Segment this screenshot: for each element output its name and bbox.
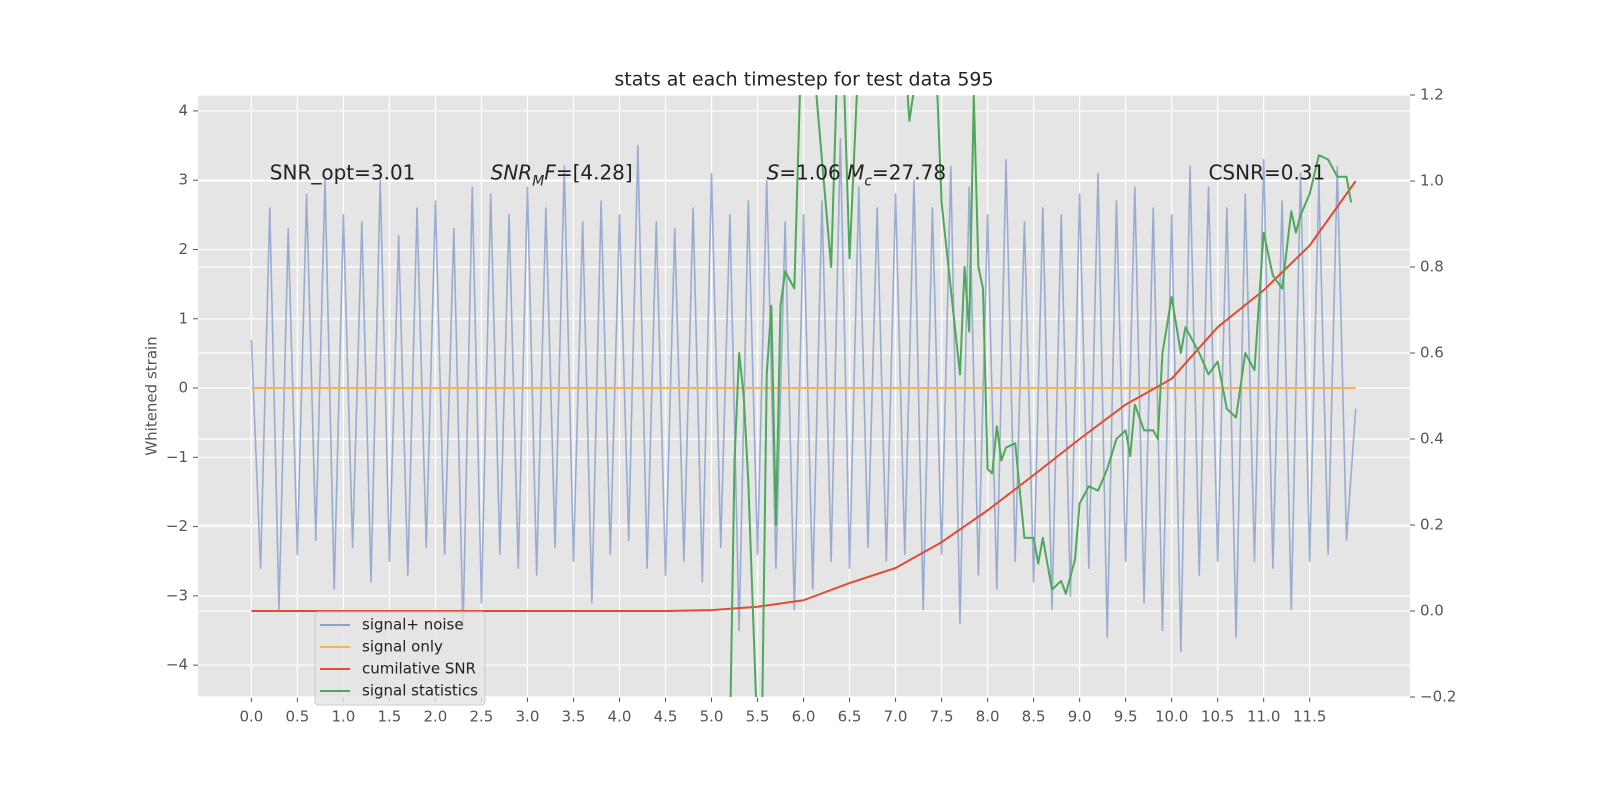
x-tick-label: 10.5	[1201, 708, 1234, 726]
y2-tick-label: 0.6	[1420, 344, 1444, 362]
annotation-part: S	[767, 160, 780, 184]
x-tick-label: 0.0	[239, 708, 263, 726]
x-tick-label: 7.5	[930, 708, 954, 726]
x-tick-label: 0.5	[285, 708, 309, 726]
y-tick-label: 3	[178, 171, 188, 189]
y-tick-label: 4	[178, 101, 188, 119]
x-tick-label: 6.5	[838, 708, 862, 726]
annotation-part: M	[847, 160, 864, 184]
x-tick-label: 1.0	[331, 708, 355, 726]
y-tick-label: −1	[166, 448, 188, 466]
y2-tick-label: 1.0	[1420, 172, 1444, 190]
series-line	[729, 95, 1353, 697]
y-tick-label: −2	[166, 517, 188, 535]
y2-tick-label: 0.2	[1420, 516, 1444, 534]
x-tick-label: 8.0	[976, 708, 1000, 726]
legend-label: signal only	[362, 638, 443, 656]
y2-tick-label: 1.2	[1420, 86, 1444, 104]
x-tick-label: 3.0	[516, 708, 540, 726]
x-tick-label: 3.5	[562, 708, 586, 726]
x-tick-label: 9.0	[1068, 708, 1092, 726]
x-tick-label: 11.0	[1247, 708, 1280, 726]
y-tick-label: 1	[178, 309, 188, 327]
y-tick-label: −3	[166, 586, 188, 604]
annotation-part: SNR	[491, 160, 533, 184]
x-tick-label: 5.0	[700, 708, 724, 726]
legend-label: signal statistics	[362, 682, 478, 700]
annotation-part: M	[532, 173, 544, 189]
x-tick-label: 7.0	[884, 708, 908, 726]
y2-tick-label: 0.0	[1420, 602, 1444, 620]
x-tick-label: 6.0	[792, 708, 816, 726]
legend-label: signal+ noise	[362, 616, 464, 634]
x-tick-label: 2.0	[424, 708, 448, 726]
annotation-part: SNR_opt=3.01	[270, 160, 416, 184]
annotation-part: c	[864, 173, 872, 189]
y-tick-label: 0	[178, 379, 188, 397]
x-tick-label: 10.0	[1155, 708, 1188, 726]
annotation: CSNR=0.31	[1208, 160, 1325, 184]
annotation-part: CSNR=0.31	[1208, 160, 1325, 184]
plot-lines	[250, 95, 1357, 697]
y-axis-label: Whitened strain	[143, 336, 161, 455]
annotation: SNRMF=[4.28]	[491, 160, 633, 190]
y2-tick-label: −0.2	[1420, 688, 1456, 706]
x-tick-label: 5.5	[746, 708, 770, 726]
x-tick-label: 1.5	[377, 708, 401, 726]
annotation: SNR_opt=3.01	[270, 160, 416, 184]
y-tick-label: −4	[166, 656, 188, 674]
x-tick-label: 2.5	[470, 708, 494, 726]
y2-tick-label: 0.8	[1420, 258, 1444, 276]
legend-label: cumilative SNR	[362, 660, 476, 678]
legend-box	[314, 611, 486, 706]
x-tick-label: 4.5	[654, 708, 678, 726]
chart-title: stats at each timestep for test data 595	[614, 69, 993, 91]
annotation-part: F	[544, 160, 556, 184]
x-tick-label: 8.5	[1022, 708, 1046, 726]
annotation-part: =27.78	[872, 160, 946, 184]
series-line	[251, 180, 1357, 612]
x-tick-label: 9.5	[1114, 708, 1138, 726]
annotation: S=1.06 Mc=27.78	[767, 160, 946, 190]
y-tick-label: 2	[178, 240, 188, 258]
annotation-part: =[4.28]	[556, 160, 633, 184]
x-tick-label: 4.0	[608, 708, 632, 726]
series-line	[250, 137, 1357, 653]
annotation-part: =1.06	[779, 160, 847, 184]
x-tick-label: 11.5	[1293, 708, 1326, 726]
y2-tick-label: 0.4	[1420, 430, 1444, 448]
